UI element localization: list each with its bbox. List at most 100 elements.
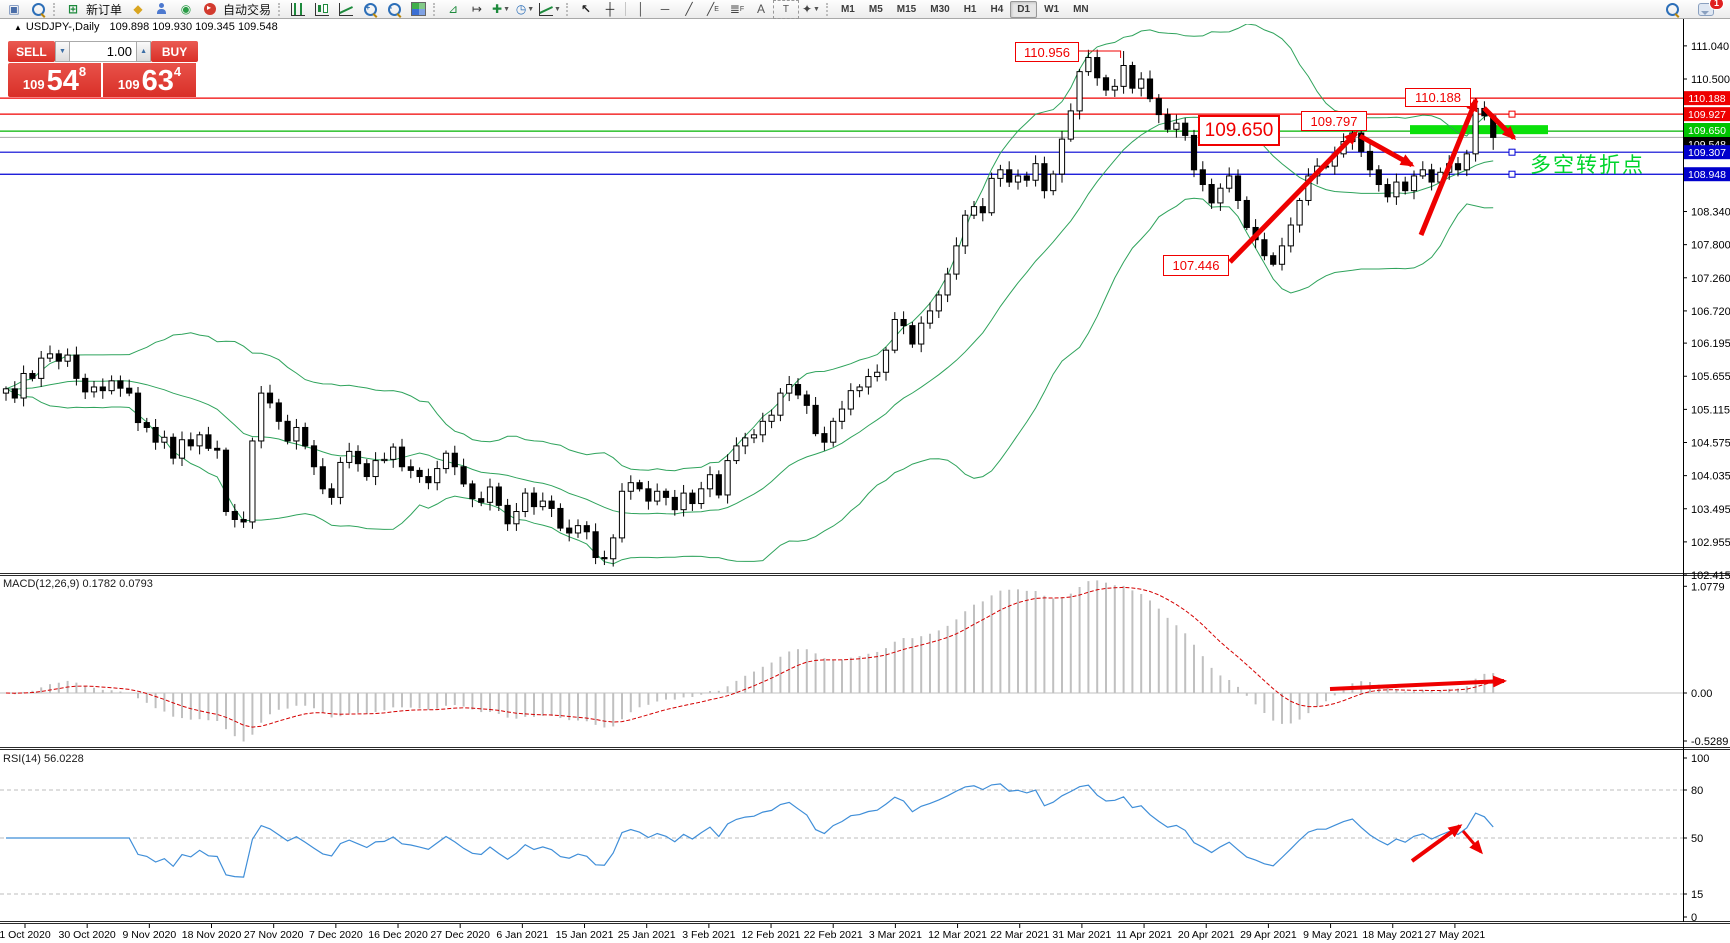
search-icon[interactable]: [1660, 1, 1684, 18]
line-handle: [1508, 110, 1516, 118]
date-label: 16 Dec 2020: [368, 929, 428, 941]
rsi-axis[interactable]: 100 80 50 15 0: [1683, 753, 1709, 924]
rsi-indicator-label: RSI(14) 56.0228: [3, 753, 84, 765]
timeframe-toolbar: M1 M5 M15 M30 H1 H4 D1 W1 MN: [834, 0, 1096, 18]
volume-input[interactable]: [70, 41, 136, 62]
deposit-icon[interactable]: ◆: [133, 2, 143, 16]
price-tag: [1684, 107, 1730, 122]
auto-arrange-icon[interactable]: ⊿: [448, 2, 459, 16]
autotrading-button[interactable]: [198, 1, 222, 18]
toolbar-grip: [825, 2, 831, 16]
turning-point-note[interactable]: 多空转折点: [1530, 154, 1645, 177]
add-indicator-icon[interactable]: ✚ ▼: [492, 2, 511, 16]
zoom-in-icon[interactable]: +: [358, 1, 382, 18]
text-icon[interactable]: A: [756, 2, 765, 16]
timeframe-h4[interactable]: H4: [990, 3, 1004, 15]
horizontal-line-icon[interactable]: ─: [660, 2, 670, 16]
main-chart-panel[interactable]: [0, 24, 1683, 567]
volume-decrease-button[interactable]: ▼: [54, 41, 70, 62]
sell-button[interactable]: SELL: [8, 41, 55, 62]
timeframe-mn[interactable]: MN: [1073, 3, 1089, 15]
rsi-panel[interactable]: [0, 783, 1683, 895]
arrows-icon[interactable]: ✦ ▼: [801, 2, 820, 16]
svg-text:108.948: 108.948: [1688, 169, 1726, 181]
date-label: 3 Mar 2021: [869, 929, 922, 941]
new-chart-icon[interactable]: ▣: [8, 2, 20, 16]
price-annotation-box[interactable]: 110.188: [1405, 88, 1471, 107]
timeframe-m15[interactable]: M15: [896, 3, 917, 15]
svg-text:110.188: 110.188: [1688, 93, 1725, 105]
collapse-arrow-icon[interactable]: ▲: [14, 23, 22, 32]
sell-price[interactable]: 109 54 8: [8, 63, 101, 97]
chart-shift-icon[interactable]: ↦: [472, 2, 483, 16]
svg-text:109.927: 109.927: [1688, 109, 1726, 121]
zoom-out-icon[interactable]: -: [382, 1, 406, 18]
timeframe-h1[interactable]: H1: [963, 3, 977, 15]
macd-panel[interactable]: [0, 580, 1683, 742]
svg-text:109.307: 109.307: [1688, 147, 1726, 159]
svg-text:0.00: 0.00: [1691, 688, 1712, 700]
time-axis[interactable]: 1 Oct 2020 30 Oct 2020 9 Nov 2020 18 Nov 20…: [0, 924, 1485, 941]
new-order-button[interactable]: ⊞: [67, 2, 79, 16]
svg-text:107.260: 107.260: [1691, 273, 1730, 285]
price-annotation-box[interactable]: 107.446: [1163, 255, 1229, 276]
trend-arrow: [1228, 130, 1359, 264]
volume-increase-button[interactable]: ▲: [136, 41, 152, 62]
chart-title: ▲ USDJPY-,Daily 109.898 109.930 109.345 10…: [14, 21, 278, 33]
notifications-icon[interactable]: 1: [1694, 0, 1724, 18]
date-label: 22 Feb 2021: [804, 929, 863, 941]
templates-icon[interactable]: ▼: [537, 1, 563, 18]
cursor-icon[interactable]: ↖: [580, 2, 591, 16]
date-label: 27 May 2021: [1425, 929, 1486, 941]
timeframe-m5[interactable]: M5: [868, 3, 883, 15]
tile-windows-icon[interactable]: [406, 1, 430, 18]
trendline-icon[interactable]: ╱: [685, 2, 693, 16]
new-order-label[interactable]: 新订单: [86, 2, 123, 17]
price-annotation-box[interactable]: 109.650: [1198, 115, 1280, 146]
vertical-line-icon[interactable]: │: [637, 2, 645, 16]
buy-button[interactable]: BUY: [151, 41, 198, 62]
periods-icon[interactable]: ◷ ▼: [515, 2, 535, 16]
date-label: 12 Feb 2021: [742, 929, 801, 941]
channel-icon[interactable]: ╱ E: [707, 2, 719, 16]
timeframe-w1[interactable]: W1: [1044, 3, 1060, 15]
autotrading-label[interactable]: 自动交易: [223, 2, 272, 17]
svg-text:110.500: 110.500: [1691, 74, 1730, 86]
community-icon[interactable]: [150, 1, 174, 18]
trend-arrow: [1410, 824, 1463, 863]
date-label: 31 Mar 2021: [1052, 929, 1111, 941]
price-annotation-box[interactable]: 109.797: [1301, 111, 1367, 131]
macd-axis[interactable]: 1.0779 0.00 -0.5289: [1683, 581, 1728, 748]
news-icon[interactable]: ◉: [180, 2, 192, 16]
svg-text:104.575: 104.575: [1691, 437, 1730, 449]
svg-text:50: 50: [1691, 833, 1703, 845]
toolbar-grip: [278, 2, 283, 16]
date-label: 27 Nov 2020: [244, 929, 304, 941]
fibonacci-icon[interactable]: ≣ F: [729, 2, 745, 16]
candlestick-chart-icon[interactable]: [310, 1, 334, 18]
timeframe-m1[interactable]: M1: [840, 3, 855, 15]
svg-text:109.650: 109.650: [1688, 125, 1726, 137]
svg-text:0: 0: [1691, 912, 1697, 924]
timeframe-m30[interactable]: M30: [930, 3, 950, 15]
timeframe-d1[interactable]: D1: [1010, 0, 1038, 18]
buy-price[interactable]: 109 63 4: [103, 63, 196, 97]
macd-histogram: [13, 580, 1495, 742]
chart-profiles-icon[interactable]: [26, 1, 50, 18]
candles-layer: [2, 49, 1497, 567]
price-axis[interactable]: 111.040 110.500 108.340 107.800 107.260 106.7…: [1683, 41, 1730, 582]
svg-text:105.115: 105.115: [1691, 404, 1730, 416]
price-tag: [1684, 91, 1730, 106]
line-chart-icon[interactable]: [334, 1, 358, 18]
trend-arrow: [1329, 675, 1507, 691]
text-label-icon[interactable]: T: [772, 0, 799, 19]
trend-arrows[interactable]: [1228, 97, 1517, 863]
crosshair-icon[interactable]: ┼: [605, 2, 615, 16]
date-label: 22 Mar 2021: [990, 929, 1049, 941]
price-annotation-box[interactable]: 110.956: [1015, 42, 1079, 62]
bar-chart-icon[interactable]: [286, 1, 310, 18]
date-label: 25 Jan 2021: [618, 929, 676, 941]
svg-text:108.340: 108.340: [1691, 207, 1730, 219]
svg-text:103.495: 103.495: [1691, 504, 1730, 516]
